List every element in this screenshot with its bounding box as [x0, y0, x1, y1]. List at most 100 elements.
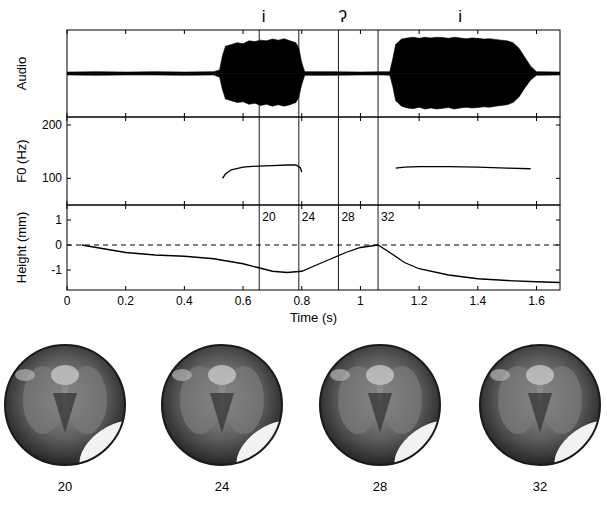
- x-axis-title: Time (s): [290, 310, 337, 325]
- x-tick-label: 0: [64, 294, 71, 308]
- x-tick: [125, 30, 126, 34]
- x-tick: [419, 205, 420, 209]
- endoscope-image: 20: [5, 345, 157, 494]
- x-tick: [243, 286, 244, 290]
- x-tick: [477, 117, 478, 121]
- x-tick: [419, 117, 420, 121]
- x-tick: [301, 113, 302, 117]
- x-tick: [477, 113, 478, 117]
- x-tick: [360, 286, 361, 290]
- x-tick: [536, 117, 537, 121]
- highlight: [330, 369, 350, 381]
- x-tick-label: 0.4: [176, 294, 193, 308]
- y-tick-label: 200: [42, 118, 62, 132]
- y-tick: [67, 178, 71, 179]
- axes-frame: [67, 30, 560, 117]
- y-tick: [556, 125, 560, 126]
- data-line: [82, 245, 560, 283]
- x-tick-label: 0.2: [117, 294, 134, 308]
- figure: Audioiʔi100200F0 (Hz)00.20.40.60.811.21.…: [0, 0, 607, 505]
- y-tick: [556, 220, 560, 221]
- plot-area: [67, 37, 560, 109]
- x-tick: [419, 113, 420, 117]
- segment-label: i: [262, 7, 266, 26]
- label-patch: [301, 210, 317, 224]
- y-tick-label: 0: [55, 238, 62, 252]
- image-caption: 24: [215, 479, 229, 494]
- highlight: [172, 369, 192, 381]
- x-tick: [419, 286, 420, 290]
- x-tick: [536, 201, 537, 205]
- image-bg: [320, 345, 440, 465]
- x-tick: [301, 117, 302, 121]
- endoscope-image: 28: [320, 345, 472, 494]
- endoscope-image: 32: [480, 345, 607, 494]
- frame-line: [298, 30, 299, 290]
- y-tick: [67, 270, 71, 271]
- y-tick-label: 1: [55, 213, 62, 227]
- waveform-envelope: [67, 37, 560, 73]
- segment-label: i: [458, 7, 462, 26]
- panel-1: 100200F0 (Hz): [14, 117, 560, 205]
- image-content: [320, 345, 472, 489]
- label-patch: [380, 210, 396, 224]
- glottis: [210, 393, 234, 433]
- x-tick: [419, 201, 420, 205]
- x-tick: [243, 205, 244, 209]
- x-tick: [360, 30, 361, 34]
- x-tick: [125, 286, 126, 290]
- x-tick: [125, 113, 126, 117]
- x-tick: [477, 286, 478, 290]
- highlight: [208, 365, 236, 385]
- image-content: [5, 345, 157, 489]
- frame-label: 28: [341, 210, 355, 224]
- image-bg: [480, 345, 600, 465]
- label-patch: [261, 210, 277, 224]
- highlight: [490, 369, 510, 381]
- image-rim: [5, 345, 125, 465]
- y-axis-title: Audio: [14, 57, 29, 90]
- x-tick: [477, 201, 478, 205]
- label-patch: [340, 210, 356, 224]
- frame-label: 32: [381, 210, 395, 224]
- bright-crescent: [384, 409, 471, 489]
- x-tick: [243, 30, 244, 34]
- x-tick: [536, 113, 537, 117]
- x-tick-label: 1.4: [469, 294, 486, 308]
- x-tick: [184, 117, 185, 121]
- waveform-envelope: [67, 74, 560, 110]
- y-tick-label: 100: [42, 171, 62, 185]
- highlight: [15, 369, 35, 381]
- data-line: [223, 165, 531, 178]
- image-content: [162, 345, 314, 489]
- reference-line: [67, 245, 560, 246]
- image-rim: [480, 345, 600, 465]
- x-tick: [243, 113, 244, 117]
- x-tick: [125, 201, 126, 205]
- x-tick: [125, 205, 126, 209]
- x-tick: [243, 117, 244, 121]
- x-tick-label: 1.2: [411, 294, 428, 308]
- glottis: [368, 393, 392, 433]
- x-tick: [184, 30, 185, 34]
- panel-0: Audioiʔi: [14, 7, 560, 117]
- x-tick-label: 0.8: [293, 294, 310, 308]
- x-tick-label: 1: [357, 294, 364, 308]
- axes-frame: [67, 205, 560, 290]
- x-tick-label: 0.6: [235, 294, 252, 308]
- bright-crescent: [226, 409, 313, 489]
- x-tick: [360, 113, 361, 117]
- x-tick: [360, 117, 361, 121]
- x-tick: [243, 201, 244, 205]
- x-tick: [301, 30, 302, 34]
- image-rim: [162, 345, 282, 465]
- image-row: 20 24 2832: [5, 345, 607, 494]
- x-tick: [301, 205, 302, 209]
- image-rim: [320, 345, 440, 465]
- frame-label: 20: [262, 210, 276, 224]
- image-bg: [162, 345, 282, 465]
- highlight: [366, 365, 394, 385]
- image-content: [480, 345, 607, 489]
- x-tick: [477, 30, 478, 34]
- x-tick: [536, 205, 537, 209]
